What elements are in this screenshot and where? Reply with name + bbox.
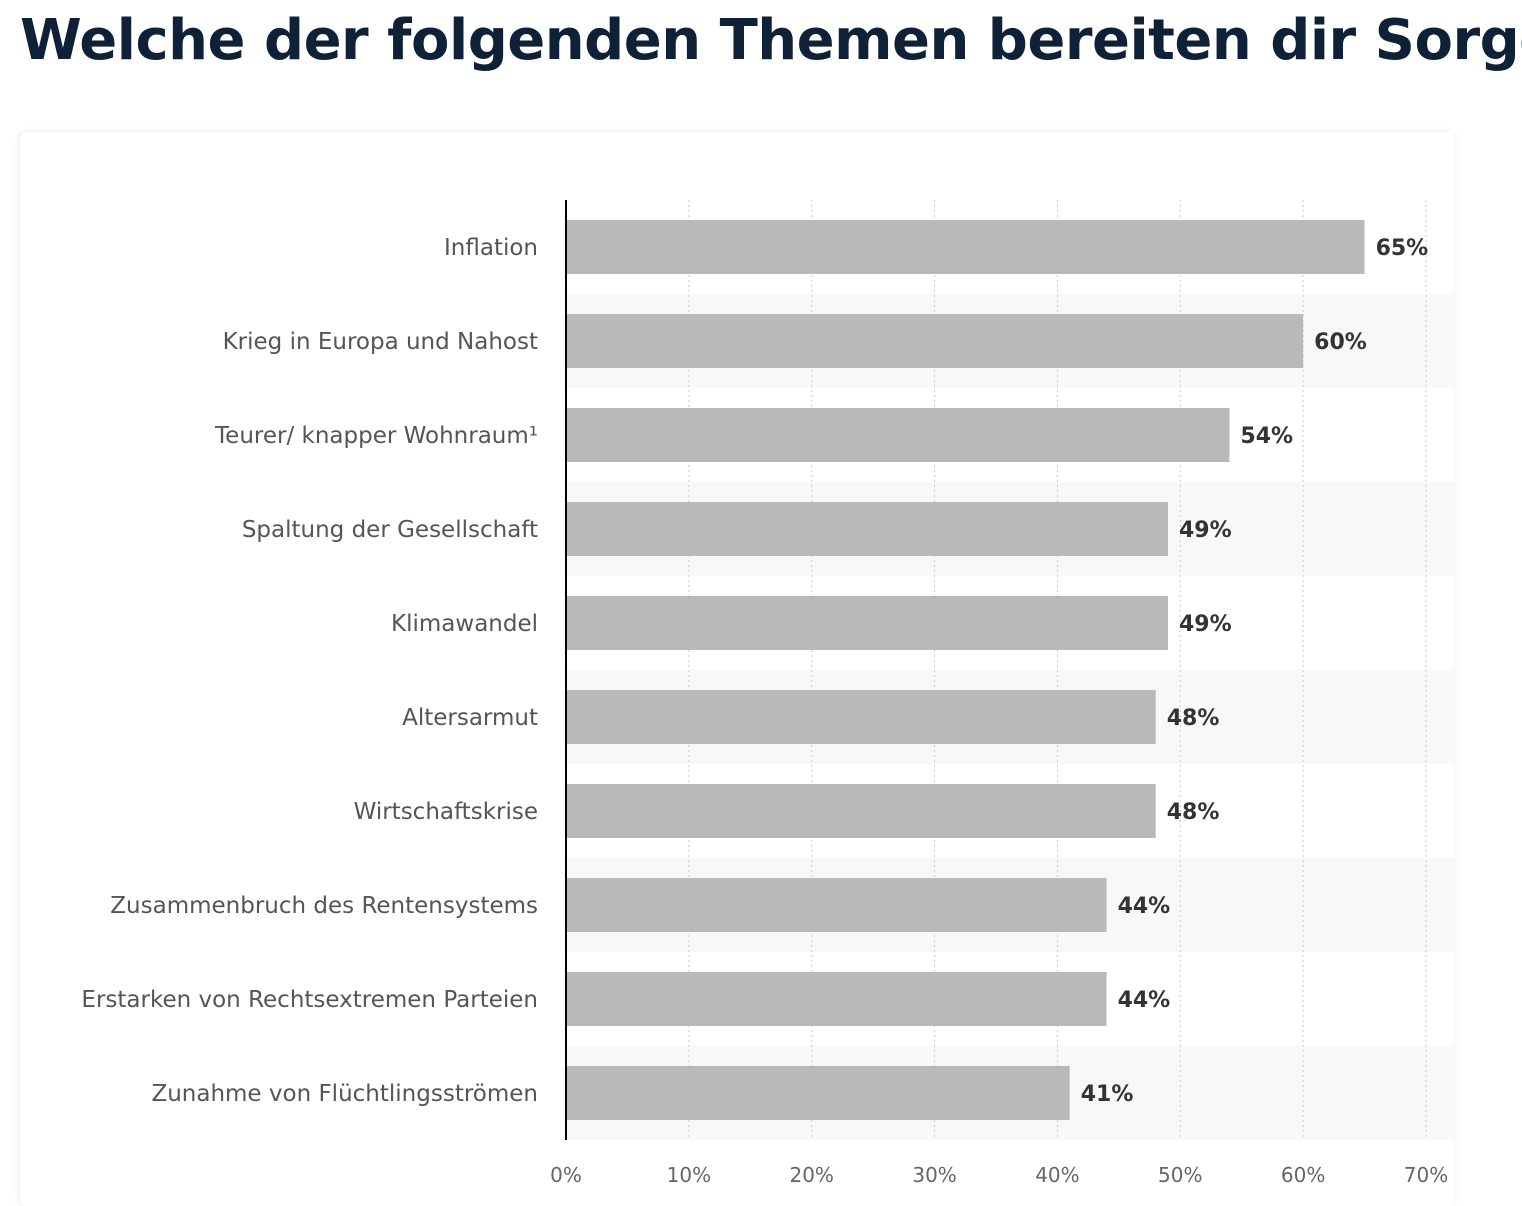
bar xyxy=(566,502,1168,556)
value-label: 48% xyxy=(1167,800,1220,825)
bar xyxy=(566,314,1304,368)
x-tick-label: 0% xyxy=(550,1163,582,1187)
x-tick-label: 20% xyxy=(789,1163,833,1187)
category-label: Inflation xyxy=(444,235,538,261)
x-tick-label: 40% xyxy=(1035,1163,1079,1187)
bar xyxy=(566,408,1230,462)
page-title: Welche der folgenden Themen bereiten dir… xyxy=(20,8,1522,73)
bar xyxy=(566,784,1156,838)
value-labels: 65% 60% 54% 49% 49% 48% 48% 44% 44% 41% xyxy=(1081,236,1429,1107)
category-label: Erstarken von Rechtsextremen Parteien xyxy=(81,987,538,1013)
value-label: 65% xyxy=(1376,236,1429,261)
value-label: 44% xyxy=(1118,988,1171,1013)
value-label: 49% xyxy=(1179,518,1232,543)
bar xyxy=(566,878,1107,932)
category-label: Wirtschaftskrise xyxy=(354,799,538,825)
value-label: 44% xyxy=(1118,894,1171,919)
bar xyxy=(566,690,1156,744)
category-label: Zunahme von Flüchtlingsströmen xyxy=(151,1081,538,1107)
bar xyxy=(566,1066,1070,1120)
x-tick-label: 60% xyxy=(1281,1163,1325,1187)
category-label: Altersarmut xyxy=(402,705,538,731)
x-tick-labels: 0% 10% 20% 30% 40% 50% 60% 70% xyxy=(550,1163,1448,1187)
bars xyxy=(566,220,1365,1120)
x-tick-label: 70% xyxy=(1404,1163,1448,1187)
chart-card: Inflation Krieg in Europa und Nahost Teure… xyxy=(20,132,1454,1206)
category-label: Teurer/ knapper Wohnraum¹ xyxy=(214,423,538,449)
category-label: Klimawandel xyxy=(391,611,538,637)
bar xyxy=(566,220,1365,274)
value-label: 48% xyxy=(1167,706,1220,731)
value-label: 49% xyxy=(1179,612,1232,637)
x-tick-label: 30% xyxy=(912,1163,956,1187)
bar-chart: Inflation Krieg in Europa und Nahost Teure… xyxy=(81,200,1454,1187)
value-label: 60% xyxy=(1314,330,1367,355)
value-label: 54% xyxy=(1240,424,1293,449)
category-label: Krieg in Europa und Nahost xyxy=(223,329,538,355)
value-label: 41% xyxy=(1081,1082,1134,1107)
category-labels: Inflation Krieg in Europa und Nahost Teure… xyxy=(81,235,538,1107)
bar xyxy=(566,972,1107,1026)
category-label: Spaltung der Gesellschaft xyxy=(242,517,538,543)
x-tick-label: 50% xyxy=(1158,1163,1202,1187)
category-label: Zusammenbruch des Rentensystems xyxy=(110,893,538,919)
bar xyxy=(566,596,1168,650)
x-tick-label: 10% xyxy=(667,1163,711,1187)
